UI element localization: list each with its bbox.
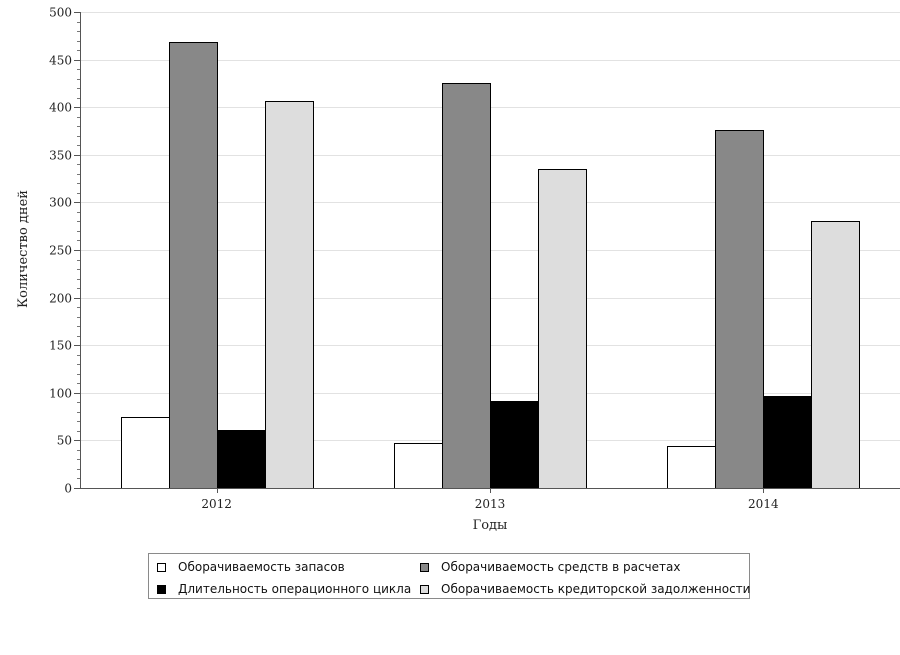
bar (715, 130, 764, 489)
bar (811, 221, 860, 489)
y-tick-label: 500 (49, 6, 72, 20)
legend-label: Длительность операционного цикла (178, 582, 412, 596)
bars-layer (121, 42, 860, 489)
y-tick-label: 350 (49, 149, 72, 163)
legend-item: Длительность операционного цикла (157, 582, 411, 596)
legend-item: Оборачиваемость запасов (157, 560, 345, 574)
y-tick-label: 200 (49, 292, 72, 306)
legend-item: Оборачиваемость средств в расчетах (420, 560, 680, 574)
x-axis-label: Годы (473, 518, 508, 533)
bar (394, 443, 443, 489)
legend-item: Оборачиваемость кредиторской задолженнос… (420, 582, 750, 596)
bar (442, 83, 491, 489)
legend-label: Оборачиваемость кредиторской задолженнос… (441, 582, 751, 596)
legend-label: Оборачиваемость средств в расчетах (441, 560, 681, 574)
x-tick-label: 2014 (748, 497, 779, 511)
legend-swatch (157, 562, 166, 572)
y-tick-label: 300 (49, 196, 72, 210)
y-tick-label: 250 (49, 244, 72, 258)
legend-swatch (420, 584, 429, 594)
bar (538, 169, 587, 489)
legend-label: Оборачиваемость запасов (178, 560, 345, 574)
legend-swatch (157, 584, 166, 594)
y-axis-label: Количество дней (16, 190, 31, 308)
bar (169, 42, 218, 489)
axes-layer: 2012 2013 2014 0 50 100 150 200 250 300 350 400 450 5… (49, 6, 900, 511)
legend: Оборачиваемость запасов Оборачиваемость … (148, 553, 750, 599)
bar (217, 430, 266, 489)
y-tick-label: 400 (49, 101, 72, 115)
y-tick-label: 150 (49, 339, 72, 353)
legend-swatch (420, 562, 429, 572)
x-tick-label: 2013 (475, 497, 506, 511)
bar (490, 401, 539, 489)
bar (667, 446, 716, 489)
y-tick-label: 100 (49, 387, 72, 401)
bar (265, 101, 314, 489)
y-tick-label: 450 (49, 54, 72, 68)
bar (763, 396, 812, 489)
y-tick-label: 50 (57, 434, 72, 448)
y-tick-label: 0 (64, 482, 72, 496)
x-tick-label: 2012 (201, 497, 232, 511)
bar (121, 417, 170, 489)
